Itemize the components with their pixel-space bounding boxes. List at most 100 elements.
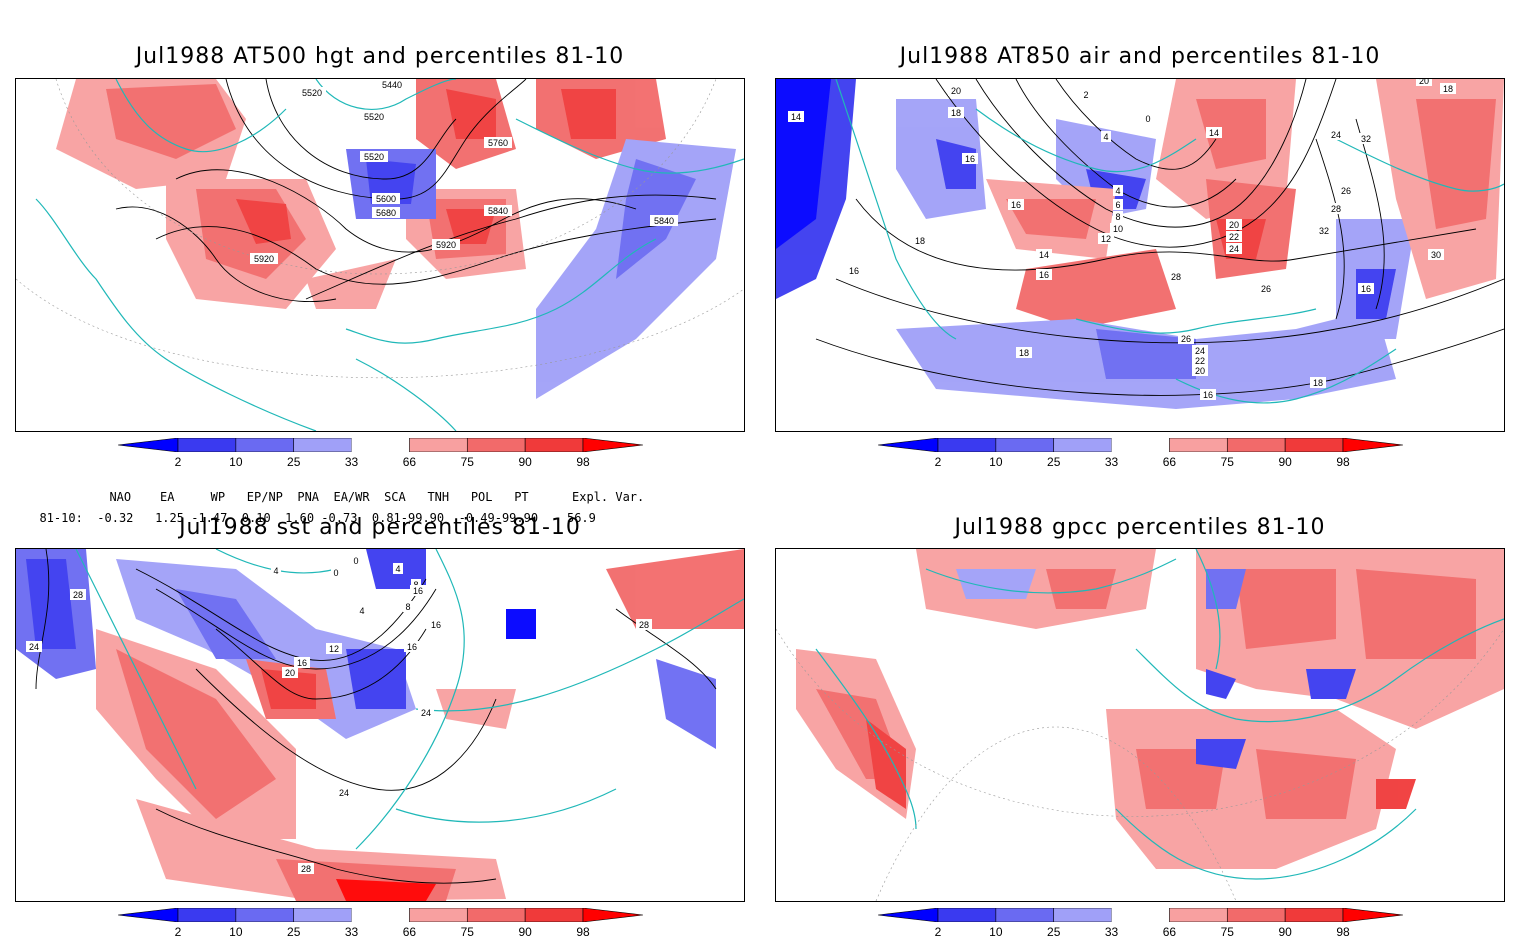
contour-label: 14 <box>1206 127 1222 138</box>
colorbar-tick-label: 98 <box>1336 925 1350 939</box>
contour-label: 5760 <box>484 137 512 148</box>
colorbar-tick-label: 90 <box>1278 925 1292 939</box>
svg-text:16: 16 <box>965 154 975 164</box>
contour-label: 8 <box>1113 211 1123 222</box>
svg-text:5680: 5680 <box>376 208 396 218</box>
colorbar-segment <box>293 908 352 922</box>
colorbar-tick-label: 66 <box>402 455 417 469</box>
colorbar-tick-label: 2 <box>174 455 182 469</box>
colorbar-segment <box>1111 908 1170 922</box>
contour-label: 24 <box>1328 129 1344 140</box>
contour-label: 0 <box>1143 113 1153 124</box>
index-header: POL <box>470 490 493 504</box>
coastlines <box>35 79 744 431</box>
svg-text:32: 32 <box>1361 134 1371 144</box>
colorbar-arrow-high <box>1342 908 1403 922</box>
contour-label: 24 <box>418 707 434 718</box>
index-value: 0.10 <box>241 511 271 525</box>
contour-label: 6 <box>1113 199 1123 210</box>
colorbar-svg <box>118 438 643 452</box>
anomaly-fill <box>56 79 736 399</box>
contour-label: 16 <box>1008 199 1024 210</box>
svg-text:4: 4 <box>273 566 278 576</box>
map-hgt500-svg: 5440 5520 5520 5520 5600 5680 5760 5840 5840 5920… <box>16 79 744 431</box>
svg-text:5920: 5920 <box>254 254 274 264</box>
map-air850-svg: 1420181616181614161210864240142022242826… <box>776 79 1504 409</box>
contour-label: 8 <box>403 601 413 612</box>
svg-text:0: 0 <box>333 568 338 578</box>
index-header: SCA <box>384 490 406 504</box>
colorbar-tick-label: 10 <box>989 925 1003 939</box>
colorbar-tick-label: 75 <box>460 925 474 939</box>
colorbar-segment <box>177 438 237 452</box>
contour-label: 20 <box>1416 79 1432 86</box>
contour-label: 5520 <box>298 87 326 98</box>
svg-text:8: 8 <box>405 602 410 612</box>
contour-label: 32 <box>1316 225 1332 236</box>
contour-label: 5680 <box>372 207 400 218</box>
contour-label: 24 <box>336 787 352 798</box>
contour-label: 28 <box>298 863 314 874</box>
contours <box>35 549 717 884</box>
contour-label: 16 <box>846 265 862 276</box>
svg-text:28: 28 <box>1171 272 1181 282</box>
svg-text:5840: 5840 <box>654 216 674 226</box>
svg-text:14: 14 <box>791 112 801 122</box>
colorbar-tick-label: 10 <box>229 925 243 939</box>
contour-label: 26 <box>1338 185 1354 196</box>
svg-text:24: 24 <box>421 708 431 718</box>
svg-text:28: 28 <box>73 590 83 600</box>
index-header: EP/NP <box>246 490 283 504</box>
contour-label: 20 <box>1226 219 1242 230</box>
colorbar-tick-label: 98 <box>576 455 590 469</box>
svg-text:30: 30 <box>1431 250 1441 260</box>
colorbar-4: 2 10 25 33 66 75 90 98 <box>878 908 1403 939</box>
index-value: 1.25 <box>155 511 184 525</box>
svg-text:14: 14 <box>1209 128 1219 138</box>
panel-title-sst: Jul1988 sst and percentiles 81-10 <box>179 515 581 540</box>
colorbar-tick-label: 2 <box>174 925 182 939</box>
contour-label: 5840 <box>650 215 678 226</box>
contour-label: 18 <box>1310 377 1326 388</box>
contour-label: 10 <box>1110 223 1126 234</box>
svg-text:6: 6 <box>1115 200 1120 210</box>
contour-label: 5440 <box>378 79 406 90</box>
svg-text:10: 10 <box>1113 224 1123 234</box>
colorbar-tick-label: 25 <box>287 455 301 469</box>
contour-label: 4 <box>271 565 281 576</box>
contour-label: 30 <box>1428 249 1444 260</box>
colorbar-svg <box>878 438 1403 452</box>
contour-label: 18 <box>948 107 964 118</box>
colorbar-segment <box>293 438 352 452</box>
colorbar-segment <box>1111 438 1170 452</box>
svg-text:18: 18 <box>1019 348 1029 358</box>
colorbar-tick-label: 98 <box>576 925 590 939</box>
svg-text:5760: 5760 <box>488 138 508 148</box>
colorbar-tick-label: 33 <box>344 455 359 469</box>
contour-label: 22 <box>1226 231 1242 242</box>
colorbar-segment <box>1226 908 1286 922</box>
graticule <box>776 628 1504 901</box>
colorbar-arrow-low <box>118 438 179 452</box>
colorbar-svg <box>878 908 1403 922</box>
colorbar-arrow-high <box>582 908 643 922</box>
contour-label: 26 <box>1258 283 1274 294</box>
index-value: 56.9 <box>566 511 596 525</box>
contour-label: 2 <box>1081 89 1091 100</box>
colorbar-segment <box>937 438 997 452</box>
contour-label: 16 <box>428 619 444 630</box>
contours <box>815 79 1504 396</box>
colorbar-tick-label: 33 <box>344 925 359 939</box>
svg-text:5600: 5600 <box>376 194 396 204</box>
svg-text:28: 28 <box>301 864 311 874</box>
svg-text:24: 24 <box>339 788 349 798</box>
colorbar-tick-label: 2 <box>934 455 942 469</box>
colorbar-tick-label: 2 <box>934 925 942 939</box>
colorbar-arrow-high <box>582 438 643 452</box>
index-header: Expl. Var. <box>572 490 645 504</box>
contour-label: 5920 <box>432 239 460 250</box>
index-header: PT <box>514 490 529 504</box>
index-value: 0.81 <box>371 511 401 525</box>
svg-text:16: 16 <box>1011 200 1021 210</box>
contour-label: 4 <box>1101 131 1111 142</box>
